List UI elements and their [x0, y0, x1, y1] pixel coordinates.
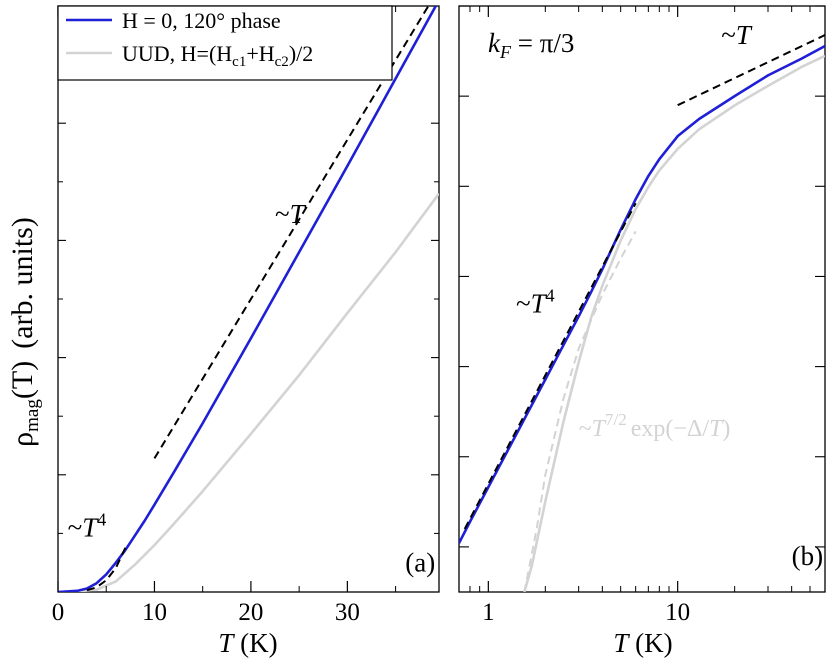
x-tick-label-b-10: 10: [665, 599, 690, 626]
y-axis-symbol: ρ: [6, 432, 39, 447]
x-axis-label-a: T (K): [218, 628, 277, 658]
annotation-t-a: ~T4: [68, 509, 107, 542]
x-tick-label-a-0: 0: [52, 599, 65, 626]
x-tick-label-a-30: 30: [335, 599, 360, 626]
y-axis-label: ρmag(T) (arb. units): [6, 217, 43, 447]
annotation-b-b: (b): [792, 541, 823, 571]
y-axis-sub: mag: [22, 399, 43, 432]
series-uud-h-hc1-hc2-2-b: [523, 54, 825, 592]
x-tick-label-b-1: 1: [482, 599, 495, 626]
series-t-4-guide-a: [86, 547, 127, 592]
annotation-t-a: ~T: [275, 199, 307, 229]
panel-b: 1 10 ~T ~T4 ~T7/2 exp(−Δ/T) (b) kF = π/3 T (K…: [458, 5, 826, 658]
series-t-guide-b: [677, 34, 825, 107]
annotation-t-b: ~T4: [516, 285, 555, 318]
series-h-0-120-phase-a: [58, 6, 438, 592]
panel-b-title: kF = π/3: [488, 28, 574, 62]
series-uud-h-hc1-hc2-2-a: [58, 192, 439, 592]
x-tick-label-a-10: 10: [142, 599, 167, 626]
x-tick-label-a-20: 20: [238, 599, 263, 626]
y-axis-arg: (T): [6, 361, 39, 399]
y-axis-units: (arb. units): [6, 217, 39, 349]
legend: H = 0, 120° phase UUD, H=(Hc1+Hc2)/2: [57, 5, 393, 81]
series-h-0-120-phase-b: [459, 44, 825, 544]
annotation-t-7-2-exp-t-b: ~T7/2 exp(−Δ/T): [579, 410, 731, 442]
series-t-7-2-exp-t-guide-b: [523, 230, 637, 592]
panel-a: 0 10 20 30 ~T ~T4 (a) H = 0, 120° phase UUD, H…: [52, 5, 440, 658]
series-t-4-guide-b: [463, 202, 637, 530]
legend-label-1: UUD, H=(Hc1+Hc2)/2: [122, 41, 313, 70]
annotation-a-a: (a): [405, 547, 435, 577]
legend-label-0: H = 0, 120° phase: [122, 8, 281, 33]
annotation-t-b: ~T: [721, 20, 753, 50]
x-axis-label-b: T (K): [613, 628, 672, 658]
